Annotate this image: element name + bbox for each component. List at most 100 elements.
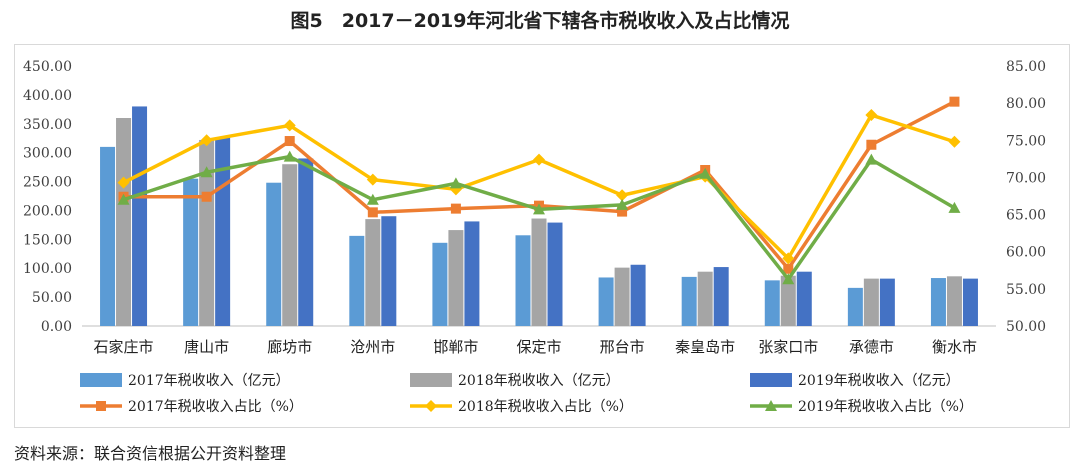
y-left-tick-label: 400.00 (23, 88, 72, 104)
line-point (449, 177, 462, 189)
x-category-label: 秦皇岛市 (675, 338, 735, 356)
line-point (450, 203, 461, 214)
line-point (283, 150, 296, 162)
x-category-label: 沧州市 (350, 338, 395, 356)
y-right-tick-label: 60.00 (1006, 245, 1046, 261)
bar (946, 276, 962, 326)
bar (879, 278, 895, 326)
line-point (117, 176, 130, 189)
bar (298, 158, 314, 326)
x-category-label: 张家口市 (758, 338, 818, 356)
line-point (117, 193, 130, 205)
x-category-label: 石家庄市 (94, 338, 154, 356)
y-left-tick-label: 50.00 (32, 290, 72, 306)
bar (381, 216, 397, 326)
y-left-tick-label: 200.00 (23, 203, 72, 219)
bar (199, 139, 215, 326)
line-point (284, 136, 295, 147)
line-point (201, 191, 212, 202)
chart-title: 图5 2017－2019年河北省下辖各市税收收入及占比情况 (290, 10, 790, 32)
x-category-label: 保定市 (516, 338, 561, 356)
y-left-tick-label: 300.00 (23, 146, 72, 162)
y-left-tick-label: 450.00 (23, 59, 72, 75)
legend-label: 2019年税收收入（亿元） (798, 373, 960, 389)
y-right-tick-label: 55.00 (1006, 282, 1046, 298)
bar (215, 137, 231, 326)
line-point (865, 153, 878, 165)
line-point (783, 263, 794, 274)
legend-label: 2017年税收收入占比（%） (128, 399, 303, 415)
line-point (96, 401, 106, 411)
bar (183, 178, 199, 326)
bar (432, 242, 448, 326)
bar (598, 277, 614, 326)
line-point (200, 134, 213, 147)
line-point (699, 167, 712, 179)
x-category-label: 廊坊市 (267, 338, 312, 356)
bar (266, 182, 282, 326)
line-point (782, 252, 795, 265)
bar (365, 219, 381, 326)
y-right-tick-label: 80.00 (1006, 96, 1046, 112)
bar (930, 278, 946, 326)
source-note: 资料来源：联合资信根据公开资料整理 (14, 444, 287, 463)
line-point (283, 119, 296, 132)
bar (780, 275, 796, 326)
y-left-tick-label: 100.00 (23, 261, 72, 277)
line-point (949, 96, 960, 107)
y-left-tick-label: 250.00 (23, 175, 72, 191)
line-point (765, 400, 777, 411)
bar (713, 267, 729, 326)
line-point (782, 273, 795, 285)
bar (282, 164, 298, 326)
line-point (533, 203, 545, 215)
line-point (616, 189, 629, 202)
bar (796, 271, 812, 326)
legend-swatch (410, 373, 452, 387)
line-point (367, 207, 378, 218)
line-point (866, 139, 877, 150)
y-right-tick-label: 85.00 (1006, 59, 1046, 75)
x-category-label: 邯郸市 (433, 338, 478, 356)
line-point (865, 109, 878, 122)
bar (847, 287, 863, 326)
line-point (617, 206, 628, 217)
line-point (616, 198, 629, 210)
y-right-tick-label: 50.00 (1006, 319, 1046, 335)
x-category-label: 邢台市 (600, 338, 645, 356)
bar (863, 278, 879, 326)
y-right-tick-label: 70.00 (1006, 170, 1046, 186)
legend-label: 2017年税收收入（亿元） (128, 373, 290, 389)
line-point (948, 135, 961, 148)
line-point (533, 153, 545, 166)
line-point (948, 201, 961, 213)
legend-label: 2018年税收收入（亿元） (458, 373, 620, 389)
bar (448, 230, 464, 326)
y-left-tick-label: 0.00 (41, 319, 72, 335)
bar (614, 267, 630, 326)
legend-label: 2019年税收收入占比（%） (798, 399, 973, 415)
x-category-label: 承德市 (849, 338, 894, 356)
legend-swatch (750, 373, 792, 387)
bar (116, 118, 132, 326)
bar (547, 222, 563, 326)
bar (464, 221, 480, 326)
x-category-label: 衡水市 (932, 338, 977, 356)
bar (132, 106, 148, 326)
chart-frame (14, 44, 1070, 428)
y-left-tick-label: 150.00 (23, 232, 72, 248)
y-left-tick-label: 350.00 (23, 117, 72, 133)
x-category-label: 唐山市 (184, 338, 229, 356)
bar (349, 235, 365, 326)
bar (630, 264, 646, 326)
bar (962, 278, 978, 326)
y-right-tick-label: 75.00 (1006, 133, 1046, 149)
bar (681, 276, 697, 326)
bar (515, 235, 531, 326)
bar (100, 146, 116, 326)
bar (697, 271, 713, 326)
y-right-tick-label: 65.00 (1006, 208, 1046, 224)
line-point (366, 173, 379, 186)
line-point (425, 400, 437, 412)
